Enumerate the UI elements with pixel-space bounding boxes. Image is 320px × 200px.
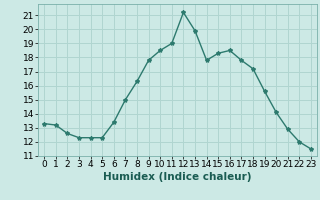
X-axis label: Humidex (Indice chaleur): Humidex (Indice chaleur) (103, 172, 252, 182)
